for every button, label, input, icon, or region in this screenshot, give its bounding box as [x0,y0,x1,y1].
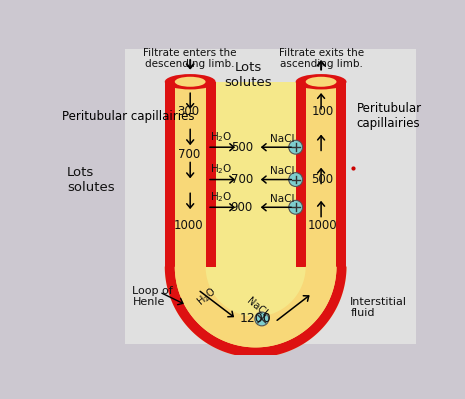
Bar [296,82,346,267]
Text: H$_2$O: H$_2$O [210,163,232,176]
Circle shape [289,200,303,214]
Text: 500: 500 [231,141,253,154]
Text: Lots
solutes: Lots solutes [67,166,114,194]
Bar [165,82,346,267]
Text: NaCl: NaCl [271,134,295,144]
Text: Interstitial
fluid: Interstitial fluid [350,296,407,318]
Circle shape [289,140,303,154]
Ellipse shape [306,77,337,87]
Text: 500: 500 [312,173,334,186]
Bar [125,49,416,344]
Text: NaCl: NaCl [245,295,269,318]
Text: Filtrate exits the
ascending limb.: Filtrate exits the ascending limb. [279,48,364,69]
Bar [165,82,216,267]
Text: Peritubular
capillairies: Peritubular capillairies [357,103,422,130]
Text: 900: 900 [231,201,253,214]
Text: 100: 100 [312,105,334,118]
Ellipse shape [296,74,346,89]
Text: H$_2$O: H$_2$O [194,285,219,310]
Text: Filtrate enters the
descending limb.: Filtrate enters the descending limb. [143,48,237,69]
Polygon shape [175,267,337,348]
Text: 1000: 1000 [308,219,338,232]
Bar [306,82,337,267]
Text: H$_2$O: H$_2$O [210,190,232,204]
Text: H$_2$O: H$_2$O [210,130,232,144]
Ellipse shape [165,74,216,89]
Text: 700: 700 [178,148,200,162]
Text: Peritubular capillairies: Peritubular capillairies [61,110,194,123]
Polygon shape [165,267,346,358]
Text: Loop of
Henle: Loop of Henle [133,286,173,307]
Text: 1000: 1000 [174,219,204,232]
Text: NaCl: NaCl [271,166,295,176]
Circle shape [255,312,269,326]
Text: 300: 300 [178,105,199,118]
Ellipse shape [175,77,206,87]
Circle shape [289,173,303,186]
Bar [175,82,206,267]
Text: 700: 700 [231,173,253,186]
Text: 1200: 1200 [240,312,272,325]
Polygon shape [165,267,346,358]
Text: NaCl: NaCl [271,194,295,204]
Text: Lots
solutes: Lots solutes [224,61,272,89]
